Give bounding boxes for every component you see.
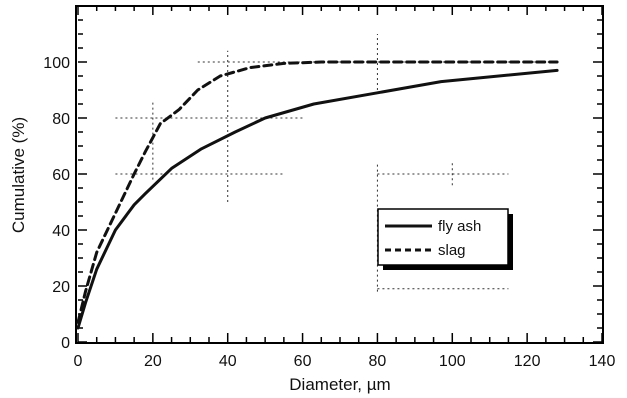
x-tick-label: 40 bbox=[219, 353, 237, 370]
x-tick-label: 100 bbox=[439, 353, 466, 370]
series-line-slag bbox=[76, 60, 559, 324]
y-tick-label: 0 bbox=[61, 335, 70, 352]
legend-label-slag: slag bbox=[438, 242, 466, 259]
x-axis-title: Diameter, µm bbox=[289, 375, 390, 394]
series-layer bbox=[76, 60, 559, 330]
y-tick-label: 20 bbox=[52, 279, 70, 296]
y-tick-label: 40 bbox=[52, 223, 70, 240]
y-tick-label: 100 bbox=[43, 55, 70, 72]
x-tick-label: 80 bbox=[369, 353, 387, 370]
legend: fly ash slag bbox=[377, 208, 513, 270]
legend-box bbox=[377, 208, 509, 266]
x-tick-label: 20 bbox=[144, 353, 162, 370]
x-tick-label: 140 bbox=[589, 353, 616, 370]
x-tick-label: 120 bbox=[514, 353, 541, 370]
legend-label-fly-ash: fly ash bbox=[438, 218, 481, 235]
series-line-fly-ash bbox=[76, 68, 559, 330]
x-tick-label: 0 bbox=[74, 353, 83, 370]
tick-labels: 0 20 40 60 80 100 120 140 0 20 40 60 80 100 bbox=[43, 55, 615, 370]
y-tick-label: 80 bbox=[52, 111, 70, 128]
x-tick-label: 60 bbox=[294, 353, 312, 370]
dotted-guide-lines bbox=[115, 34, 558, 292]
y-tick-label: 60 bbox=[52, 167, 70, 184]
y-axis-title: Cumulative (%) bbox=[9, 117, 28, 233]
axis-ticks bbox=[77, 5, 603, 343]
plot-frame bbox=[75, 5, 604, 344]
